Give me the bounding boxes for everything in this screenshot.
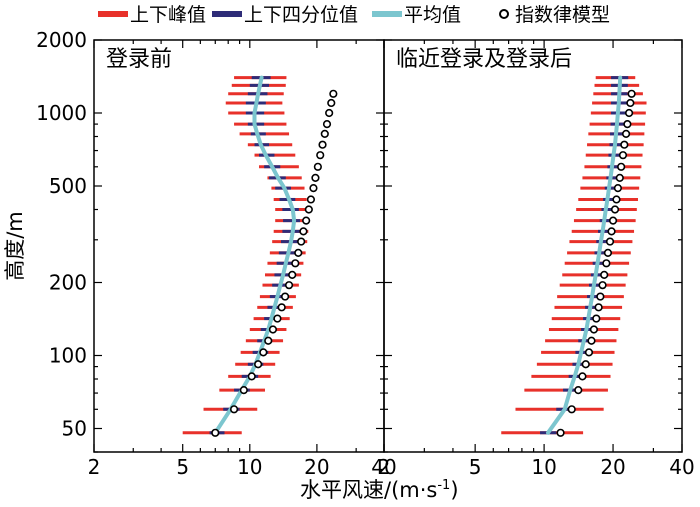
model-point [581, 360, 590, 369]
model-point [311, 173, 320, 182]
model-point [299, 227, 308, 236]
model-point [264, 336, 273, 345]
legend-label-quartile: 上下四分位值 [244, 4, 358, 26]
x-tick-label: 20 [304, 455, 329, 479]
legend-label-mean: 平均值 [404, 4, 461, 26]
model-point [589, 325, 599, 334]
model-point [620, 140, 629, 149]
model-point [318, 140, 327, 149]
model-point [288, 270, 297, 279]
y-tick-label: 200 [49, 270, 87, 294]
model-point [600, 270, 609, 279]
model-point [273, 314, 282, 323]
model-point [618, 151, 628, 160]
model-point [598, 281, 607, 290]
model-point [603, 248, 613, 257]
model-point [627, 89, 636, 98]
model-point [229, 405, 239, 414]
panel-left-data [182, 75, 338, 437]
legend-label-peak: 上下峰值 [130, 4, 206, 26]
model-point [602, 259, 611, 268]
y-tick-label: 2000 [36, 28, 87, 52]
model-point [624, 108, 634, 118]
model-point [239, 385, 248, 395]
model-point [592, 314, 601, 323]
model-point [302, 216, 311, 225]
model-point [280, 292, 290, 301]
model-point [322, 119, 332, 129]
model-point [306, 195, 316, 204]
y-tick-label: 100 [49, 343, 87, 367]
x-axis-title: 水平风速/(m·s-1) [300, 478, 459, 502]
model-point [294, 248, 303, 257]
model-point [607, 227, 616, 236]
model-point [608, 216, 618, 225]
model-point [613, 184, 623, 193]
model-point [277, 303, 286, 312]
model-point [309, 184, 318, 193]
model-point [578, 372, 587, 381]
x-axis-title-main: 水平风速/(m·s [300, 478, 437, 502]
model-point [291, 259, 300, 268]
panel-right-title: 临近登录及登录后 [396, 47, 572, 72]
x-tick-label: 5 [176, 455, 189, 479]
x-axis-title-close: ) [450, 478, 458, 502]
model-point [556, 428, 565, 437]
x-axis-title-sup: -1 [437, 478, 450, 493]
x-tick-label: 10 [237, 455, 262, 479]
model-point [623, 119, 632, 129]
x-tick-label: 40 [669, 455, 694, 479]
model-point [304, 205, 313, 214]
model-point [325, 108, 334, 118]
model-point [284, 281, 294, 290]
x-tick-label: 40 [371, 455, 396, 479]
y-axis-title: 高度/m [3, 211, 27, 281]
model-point [567, 405, 576, 414]
model-point [259, 348, 268, 357]
y-tick-label: 50 [62, 416, 87, 440]
x-tick-label: 10 [531, 455, 556, 479]
legend-marker-power-law [499, 9, 509, 19]
x-tick-label: 2 [88, 455, 101, 479]
model-point [316, 151, 325, 160]
model-point [621, 129, 631, 138]
model-point [605, 237, 615, 246]
model-point [610, 205, 620, 214]
model-point [211, 428, 220, 437]
y-tick-label: 1000 [36, 101, 87, 125]
model-point [594, 303, 603, 312]
mean-line [213, 75, 297, 435]
model-point [587, 336, 596, 345]
y-tick-label: 500 [49, 174, 87, 198]
model-point [615, 173, 624, 182]
x-tick-label: 5 [469, 455, 482, 479]
x-tick-label: 20 [600, 455, 625, 479]
model-point [313, 162, 322, 171]
mean-line [546, 75, 623, 435]
model-point [297, 237, 306, 246]
model-point [626, 98, 635, 108]
panel-left-title: 登录前 [106, 47, 172, 72]
legend-label-power-law: 指数律模型 [515, 4, 610, 26]
panel-right-data [501, 75, 647, 437]
legend: 上下峰值 上下四分位值 平均值 指数律模型 [98, 4, 610, 26]
model-point [254, 360, 263, 369]
model-point [320, 129, 329, 138]
model-point [596, 292, 605, 301]
model-point [612, 195, 621, 204]
model-point [268, 325, 278, 334]
model-point [574, 385, 583, 395]
model-point [584, 348, 594, 357]
model-point [329, 89, 338, 98]
panel-right-frame [383, 39, 683, 453]
x-tick-label: 2 [378, 455, 391, 479]
model-point [327, 98, 336, 108]
model-point [247, 372, 256, 381]
model-point [617, 162, 626, 171]
